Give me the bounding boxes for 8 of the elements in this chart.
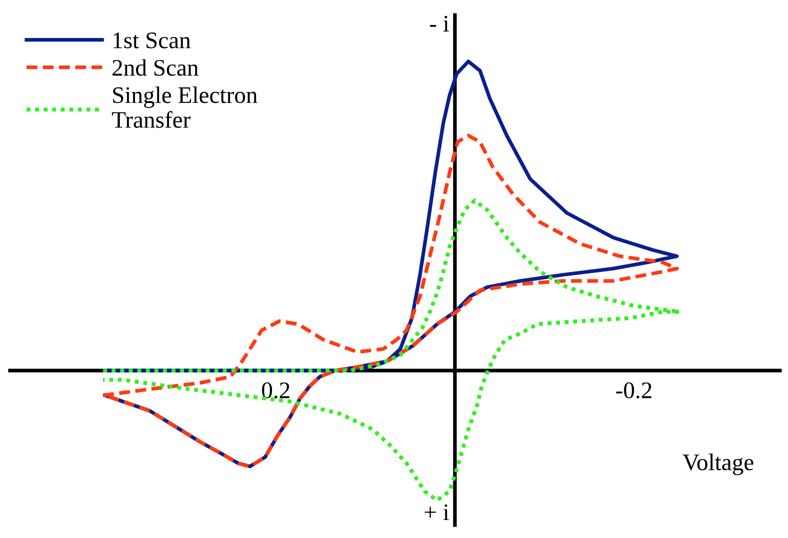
x-axis-title: Voltage <box>682 454 754 476</box>
legend-label: 1st Scan <box>114 32 191 48</box>
x-tick-label: 0.2 <box>262 382 290 398</box>
x-tick-label: -0.2 <box>616 382 652 398</box>
legend-label: 2nd Scan <box>112 59 198 76</box>
text: + i <box>424 504 449 520</box>
text: - i <box>430 16 449 32</box>
legend-label: Single Electron Transfer <box>112 86 258 128</box>
